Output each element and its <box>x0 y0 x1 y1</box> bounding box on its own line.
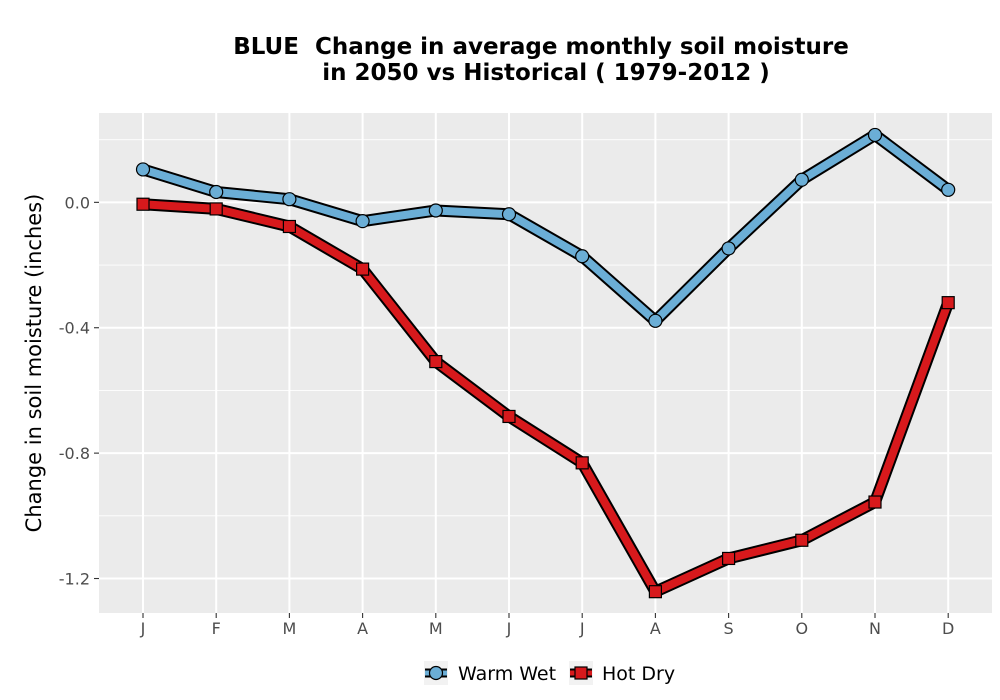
data-point <box>941 296 955 310</box>
data-point <box>867 127 883 143</box>
x-tick-label: J <box>140 619 146 638</box>
chart-title-line-2: in 2050 vs Historical ( 1979-2012 ) <box>322 60 769 86</box>
data-point <box>868 495 882 509</box>
axis-labels: 0.0 -0.4 -0.8 -1.2 J F M A M J J A S O N D <box>59 193 955 638</box>
data-point <box>501 207 517 222</box>
chart-title-line-1: BLUE Change in average monthly soil mois… <box>233 34 849 60</box>
series-hot-dry <box>136 197 955 599</box>
legend-label: Hot Dry <box>602 663 675 685</box>
series-line <box>139 200 953 596</box>
x-tick-label: O <box>796 619 809 638</box>
x-tick-label: D <box>942 619 954 638</box>
data-point <box>575 249 590 264</box>
data-point <box>794 172 809 187</box>
data-point <box>575 456 589 470</box>
series-layer <box>135 127 956 599</box>
x-tick-label: S <box>724 619 734 638</box>
series-line <box>139 130 953 325</box>
data-point <box>502 409 516 424</box>
legend-item-hot-dry: Hot Dry <box>569 661 675 685</box>
data-point <box>648 313 663 328</box>
series-warm-wet <box>135 127 956 328</box>
data-point <box>135 162 151 177</box>
data-point <box>795 533 809 547</box>
legend-marker <box>428 665 444 681</box>
data-point <box>356 262 370 276</box>
x-tick-label: M <box>282 619 296 638</box>
grid-lines <box>99 113 992 613</box>
x-tick-label: F <box>212 619 221 638</box>
x-tick-label: N <box>869 619 881 638</box>
legend-marker <box>574 666 588 680</box>
data-point <box>209 202 223 216</box>
data-point <box>136 197 150 211</box>
y-tick-label: -0.8 <box>59 444 90 463</box>
data-point <box>282 219 296 234</box>
x-tick-label: A <box>650 619 661 638</box>
data-point <box>355 214 370 229</box>
data-point <box>429 354 443 369</box>
data-point <box>721 551 736 566</box>
legend: Warm Wet Hot Dry <box>424 661 675 685</box>
y-tick-label: -0.4 <box>59 319 90 338</box>
data-point <box>941 182 956 197</box>
legend-item-warm-wet: Warm Wet <box>424 661 556 685</box>
x-tick-label: J <box>506 619 512 638</box>
y-tick-label: 0.0 <box>65 193 90 212</box>
y-tick-label: -1.2 <box>59 570 90 589</box>
y-axis-title: Change in soil moisture (inches) <box>22 194 46 533</box>
legend-label: Warm Wet <box>458 663 556 685</box>
data-point <box>428 203 443 218</box>
data-point <box>721 241 736 256</box>
x-tick-label: M <box>429 619 443 638</box>
x-tick-label: A <box>357 619 368 638</box>
data-point <box>648 585 663 599</box>
x-tick-label: J <box>579 619 585 638</box>
data-point <box>209 184 224 200</box>
data-point <box>282 192 297 207</box>
